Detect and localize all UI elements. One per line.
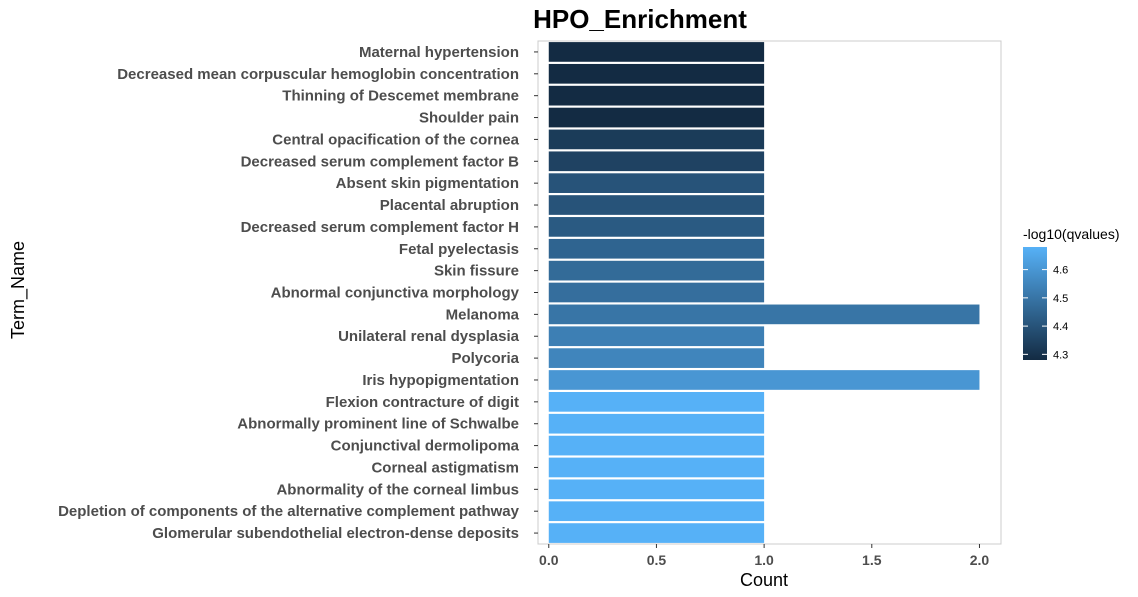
bar <box>548 348 765 368</box>
bar <box>548 85 765 106</box>
x-tick-label: 0.5 <box>647 552 667 568</box>
x-axis: 0.0 0.5 1.0 1.5 2.0 <box>539 544 989 568</box>
bar <box>548 392 765 412</box>
bar <box>548 435 765 456</box>
bar <box>548 501 765 522</box>
y-axis-label: Term_Name <box>8 241 29 339</box>
category-label: Glomerular subendothelial electron-dense… <box>152 525 519 542</box>
legend-tick-label: 4.5 <box>1053 293 1068 305</box>
category-label: Decreased mean corpuscular hemoglobin co… <box>117 66 519 83</box>
category-label: Iris hypopigmentation <box>362 372 519 389</box>
category-label: Shoulder pain <box>419 110 519 127</box>
legend-tick-label: 4.4 <box>1053 321 1068 333</box>
bar <box>548 129 765 150</box>
category-label: Thinning of Descemet membrane <box>282 88 519 105</box>
x-tick-label: 2.0 <box>970 552 990 568</box>
bar <box>548 63 765 84</box>
bar <box>548 217 765 237</box>
bar <box>548 479 765 500</box>
legend-tick-label: 4.3 <box>1053 349 1068 361</box>
category-label: Depletion of components of the alternati… <box>58 503 520 520</box>
legend-title: -log10(qvalues) <box>1023 226 1120 242</box>
category-label: Polycoria <box>451 350 519 367</box>
legend-tick-label: 4.6 <box>1053 265 1068 277</box>
category-labels: Maternal hypertension Decreased mean corp… <box>58 44 538 542</box>
category-label: Conjunctival dermolipoma <box>331 438 520 455</box>
chart-title: HPO_Enrichment <box>533 4 747 34</box>
category-label: Melanoma <box>446 306 520 323</box>
category-label: Corneal astigmatism <box>371 459 519 476</box>
bar <box>548 304 980 325</box>
category-label: Maternal hypertension <box>359 44 519 61</box>
bar <box>548 523 765 543</box>
bar <box>548 195 765 215</box>
bar <box>548 457 765 478</box>
category-label: Flexion contracture of digit <box>326 394 519 411</box>
legend-ticks: 4.3 4.4 4.5 4.6 <box>1023 265 1068 361</box>
bar <box>548 42 765 62</box>
bar <box>548 326 765 347</box>
x-axis-label: Count <box>740 570 788 590</box>
x-tick-label: 0.0 <box>539 552 559 568</box>
category-label: Abnormal conjunctiva morphology <box>271 285 520 302</box>
bars-group <box>548 42 980 543</box>
category-label: Skin fissure <box>434 263 519 280</box>
category-label: Abnormally prominent line of Schwalbe <box>237 416 519 433</box>
category-label: Abnormality of the corneal limbus <box>276 481 519 498</box>
color-legend: -log10(qvalues) 4.3 4.4 4.5 4.6 <box>1023 226 1120 361</box>
bar <box>548 238 765 259</box>
bar <box>548 107 765 128</box>
category-label: Absent skin pigmentation <box>336 175 519 192</box>
category-label: Decreased serum complement factor B <box>241 153 520 170</box>
category-label: Central opacification of the cornea <box>272 131 519 148</box>
x-tick-label: 1.0 <box>754 552 774 568</box>
bar <box>548 282 765 303</box>
bar <box>548 173 765 193</box>
category-label: Placental abruption <box>380 197 519 214</box>
category-label: Fetal pyelectasis <box>399 241 519 258</box>
category-label: Decreased serum complement factor H <box>241 219 519 236</box>
bar <box>548 370 980 390</box>
legend-colorbar <box>1023 247 1047 360</box>
bar <box>548 413 765 434</box>
bar <box>548 260 765 281</box>
category-label: Unilateral renal dysplasia <box>338 328 520 345</box>
bar <box>548 151 765 172</box>
x-tick-label: 1.5 <box>862 552 882 568</box>
